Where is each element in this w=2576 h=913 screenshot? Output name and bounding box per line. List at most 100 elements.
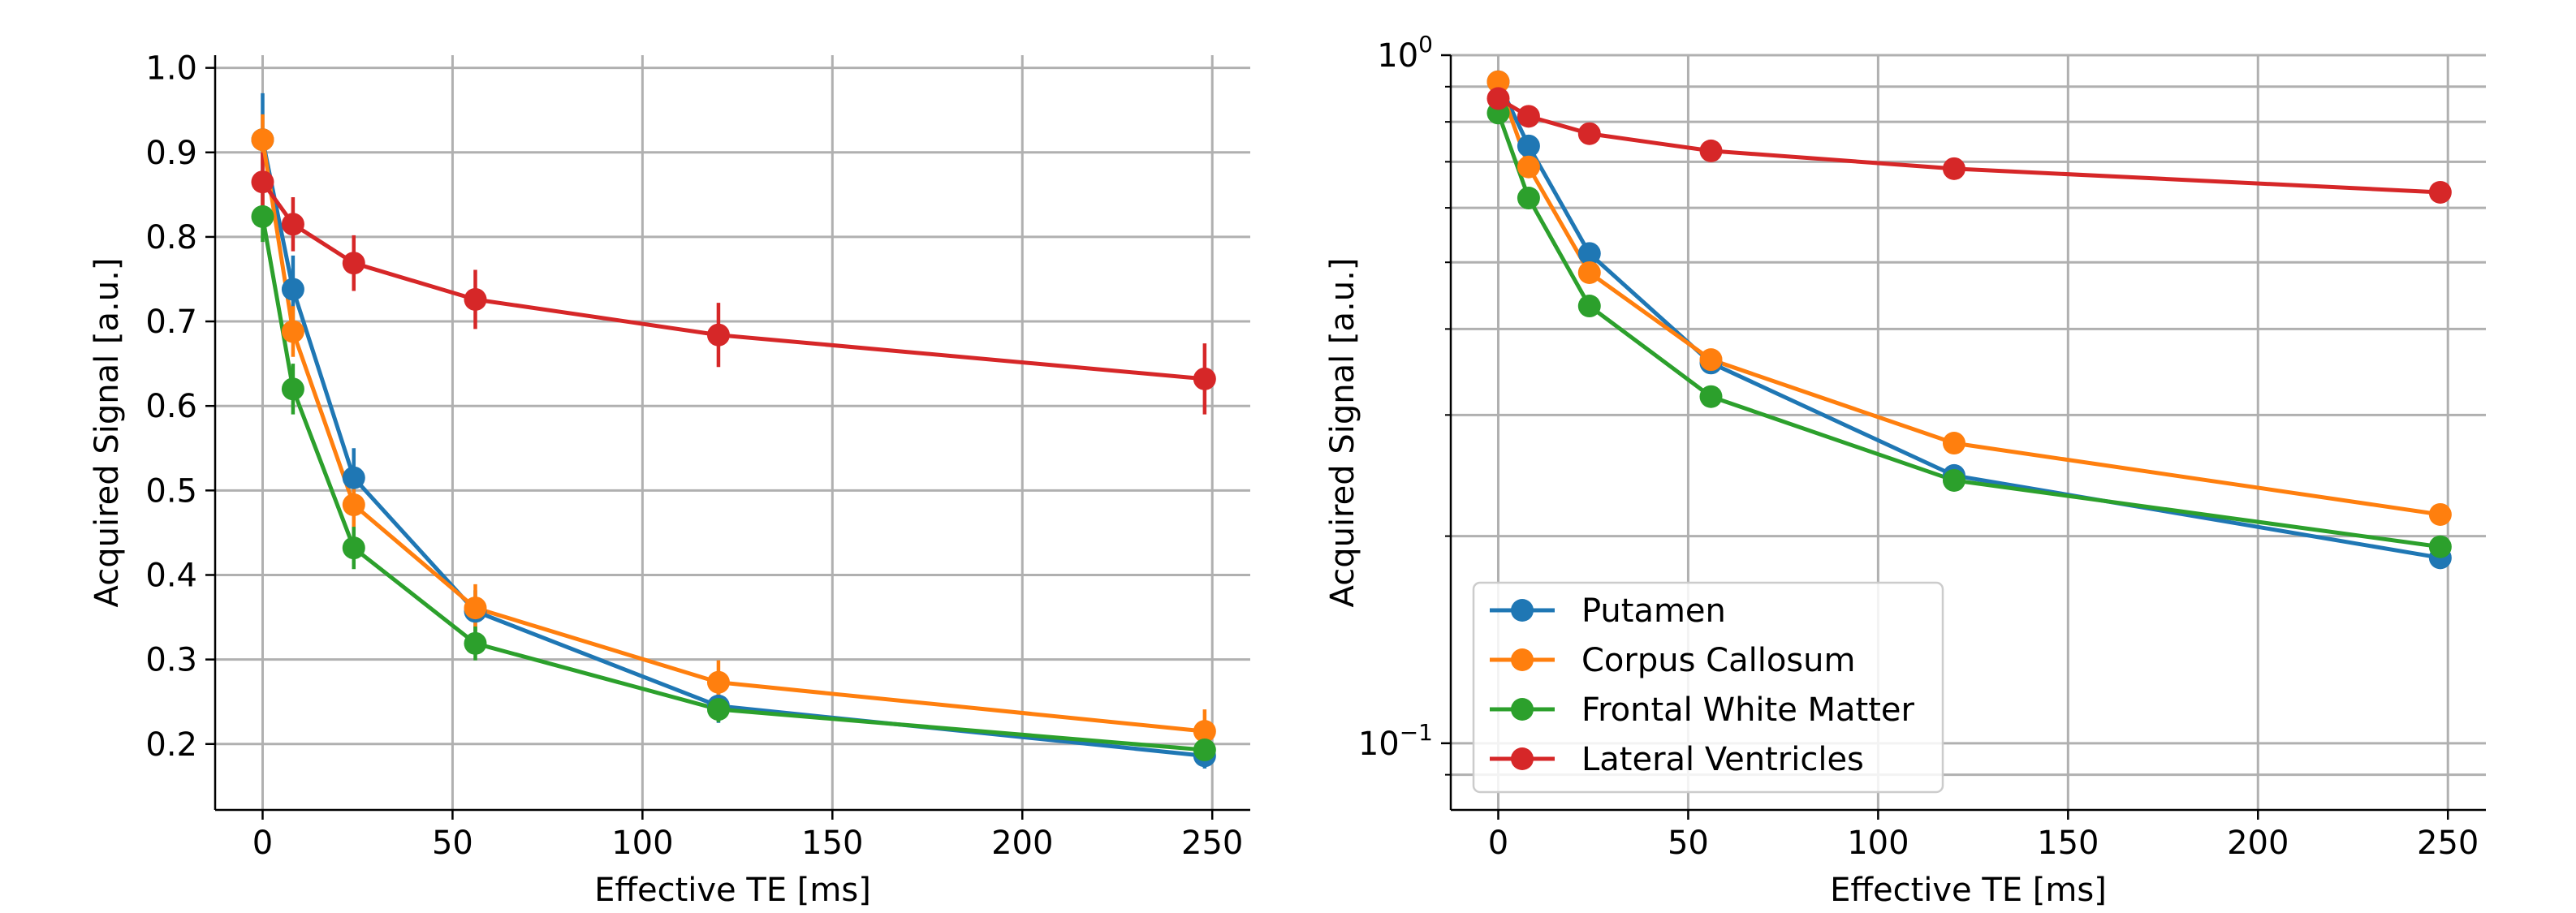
left-data-point-lateral-ventricles (464, 287, 487, 311)
right-data-point-lateral-ventricles (1942, 157, 1965, 180)
left-y-tick-label: 0.7 (145, 304, 197, 341)
left-y-tick-label: 0.9 (145, 135, 197, 172)
left-tick-labels: 0 50 100 150 200 250 0.2 0.3 0.4 0.5 0.6 0.7 0.8 0.9 1… (145, 50, 1243, 862)
left-data-point-frontal-white-matter (342, 536, 365, 560)
left-series-line-lateral-ventricles (261, 180, 1206, 381)
left-x-axis-label: Effective TE [ms] (594, 872, 871, 909)
left-y-tick-label: 0.2 (145, 726, 197, 764)
right-data-point-frontal-white-matter (1699, 385, 1723, 408)
left-series-line-frontal-white-matter (261, 216, 1206, 752)
left-data-point-lateral-ventricles (1193, 367, 1216, 390)
left-y-axis-label: Acquired Signal [a.u.] (88, 258, 126, 608)
legend-swatch-marker-putamen (1511, 599, 1534, 622)
left-y-tick-label: 0.5 (145, 472, 197, 510)
left-data-point-putamen (281, 278, 304, 301)
left-data-point-frontal-white-matter (464, 631, 487, 655)
right-series-line-lateral-ventricles (1497, 97, 2440, 195)
left-axes (205, 55, 1250, 820)
legend-swatch-marker-lateral-ventricles (1511, 747, 1534, 770)
left-data-point-corpus-callosum (464, 596, 487, 620)
left-data-point-corpus-callosum (342, 493, 365, 517)
left-data-point-corpus-callosum (1193, 720, 1216, 743)
right-series-markers (1486, 70, 2452, 570)
right-data-point-putamen (1577, 242, 1601, 265)
left-series-line-corpus-callosum (261, 139, 1206, 734)
left-x-tick-label: 150 (801, 825, 863, 862)
right-series-line-putamen (1496, 80, 2441, 560)
right-axes (1441, 54, 2486, 820)
right-data-point-frontal-white-matter (1517, 187, 1540, 210)
right-data-point-corpus-callosum (1486, 70, 1510, 93)
right-data-point-frontal-white-matter (1942, 468, 1965, 492)
right-data-point-lateral-ventricles (2428, 180, 2452, 204)
legend-label-corpus-callosum: Corpus Callosum (1581, 642, 1855, 679)
legend-swatch-marker-frontal-white-matter (1511, 698, 1534, 721)
left-data-point-corpus-callosum (251, 128, 274, 152)
left-x-tick-label: 200 (991, 825, 1053, 862)
left-series-markers (251, 128, 1216, 768)
right-x-tick-label: 0 (1488, 825, 1508, 862)
left-y-tick-label: 0.4 (145, 557, 197, 594)
left-series-line-putamen (261, 139, 1206, 758)
left-data-point-frontal-white-matter (706, 698, 730, 721)
right-data-point-corpus-callosum (1699, 348, 1723, 372)
right-data-point-corpus-callosum (1517, 155, 1540, 179)
right-chart-panel: 0 50 100 150 200 250 10−1 100 Effective TE [ms]… (1324, 31, 2486, 909)
right-y-axis-label: Acquired Signal [a.u.] (1324, 258, 1361, 608)
legend-label-putamen: Putamen (1581, 592, 1726, 630)
right-tick-labels: 0 50 100 150 200 250 10−1 100 (1358, 31, 2479, 862)
right-data-point-corpus-callosum (2428, 502, 2452, 526)
right-data-point-lateral-ventricles (1517, 105, 1540, 128)
left-data-point-frontal-white-matter (281, 377, 304, 401)
left-data-point-lateral-ventricles (251, 170, 274, 194)
left-chart-panel: 0 50 100 150 200 250 0.2 0.3 0.4 0.5 0.6 0.7 0.8 0.9 1… (88, 50, 1250, 909)
left-data-point-frontal-white-matter (251, 205, 274, 228)
left-data-point-lateral-ventricles (706, 323, 730, 347)
right-data-point-lateral-ventricles (1577, 122, 1601, 145)
left-y-tick-label: 0.8 (145, 219, 197, 256)
right-x-tick-label: 100 (1847, 825, 1909, 862)
legend-entry-lateral-ventricles: Lateral Ventricles (1490, 741, 1864, 778)
right-x-axis-label: Effective TE [ms] (1830, 872, 2107, 909)
left-y-tick-label: 0.6 (145, 388, 197, 425)
legend-entry-frontal-white-matter: Frontal White Matter (1490, 691, 1915, 729)
right-data-point-corpus-callosum (1577, 261, 1601, 284)
left-data-point-corpus-callosum (706, 670, 730, 694)
left-x-tick-label: 250 (1181, 825, 1243, 862)
legend-label-lateral-ventricles: Lateral Ventricles (1581, 741, 1864, 778)
left-y-tick-label: 1.0 (145, 50, 197, 88)
left-x-tick-label: 0 (252, 825, 273, 862)
legend-frame (1472, 581, 1944, 794)
left-grid (215, 55, 1250, 810)
left-data-point-frontal-white-matter (1193, 739, 1216, 762)
right-series-lines (1496, 80, 2441, 560)
right-data-point-corpus-callosum (1942, 432, 1965, 455)
right-x-tick-label: 50 (1668, 825, 1709, 862)
left-x-tick-label: 50 (432, 825, 473, 862)
right-y-tick-label: 10−1 (1358, 719, 1433, 763)
right-data-point-putamen (1517, 134, 1540, 157)
right-data-point-frontal-white-matter (2428, 535, 2452, 558)
left-x-tick-label: 100 (611, 825, 673, 862)
legend-entry-corpus-callosum: Corpus Callosum (1490, 642, 1855, 679)
right-x-tick-label: 200 (2227, 825, 2289, 862)
right-series-line-frontal-white-matter (1496, 112, 2441, 549)
legend-swatch-marker-corpus-callosum (1511, 648, 1534, 671)
right-data-point-lateral-ventricles (1486, 87, 1510, 110)
right-data-point-frontal-white-matter (1577, 295, 1601, 318)
left-data-point-putamen (342, 466, 365, 489)
right-y-tick-label: 100 (1377, 31, 1433, 75)
right-data-point-lateral-ventricles (1699, 139, 1723, 162)
legend-entry-putamen: Putamen (1490, 592, 1726, 630)
left-error-bars (261, 93, 1207, 769)
legend-label-frontal-white-matter: Frontal White Matter (1581, 691, 1915, 729)
left-series-lines (261, 139, 1206, 758)
left-data-point-lateral-ventricles (342, 252, 365, 275)
left-data-point-corpus-callosum (281, 320, 304, 343)
left-y-tick-label: 0.3 (145, 642, 197, 679)
left-data-point-lateral-ventricles (281, 213, 304, 236)
right-grid (1451, 54, 2486, 810)
right-x-tick-label: 150 (2037, 825, 2099, 862)
right-x-tick-label: 250 (2417, 825, 2479, 862)
